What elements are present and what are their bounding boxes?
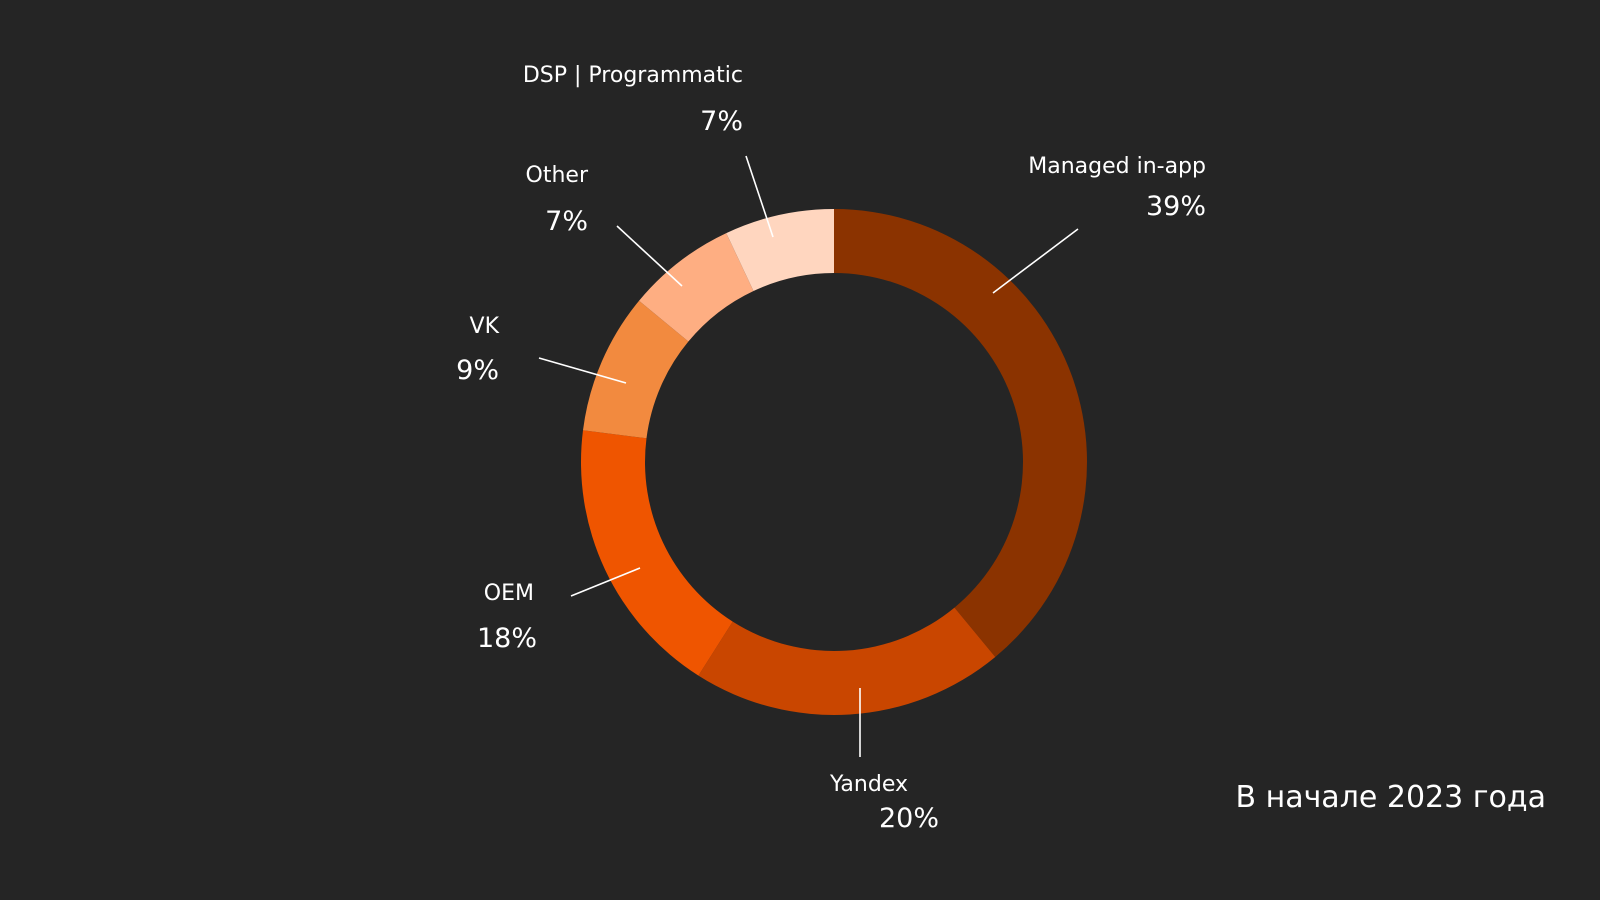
slice-label-other: Other	[526, 163, 589, 188]
slice-label-dsp-programmatic: DSP | Programmatic	[523, 63, 743, 88]
leader-line-vk	[538, 357, 627, 384]
slices-layer	[581, 209, 1088, 716]
slice-dsp-programmatic	[726, 209, 834, 291]
leader-line-oem	[570, 567, 641, 597]
slice-oem	[581, 430, 733, 676]
slice-value-dsp-programmatic: 7%	[700, 106, 743, 137]
slice-yandex	[698, 607, 996, 716]
slice-label-managed-in-app: Managed in-app	[1028, 154, 1206, 179]
leader-lines-layer	[538, 155, 1079, 757]
slice-value-other: 7%	[545, 206, 588, 237]
leader-line-dsp-programmatic	[745, 155, 774, 238]
slice-value-managed-in-app: 39%	[1146, 191, 1206, 222]
footnote-text: В начале 2023 года	[1235, 780, 1546, 815]
slice-value-vk: 9%	[456, 355, 499, 386]
slice-label-oem: OEM	[484, 581, 534, 606]
leader-line-other	[616, 225, 683, 287]
slice-value-oem: 18%	[477, 623, 537, 654]
slice-other	[639, 233, 754, 342]
slice-vk	[582, 300, 689, 439]
labels-layer: Managed in-app 39% Yandex 20% OEM 18% VK 9% Othe…	[456, 63, 1206, 834]
slice-value-yandex: 20%	[879, 803, 939, 834]
slice-managed-in-app	[834, 209, 1088, 657]
slice-label-yandex: Yandex	[829, 772, 908, 797]
slice-label-vk: VK	[470, 314, 500, 339]
leader-line-managed-in-app	[992, 228, 1079, 294]
